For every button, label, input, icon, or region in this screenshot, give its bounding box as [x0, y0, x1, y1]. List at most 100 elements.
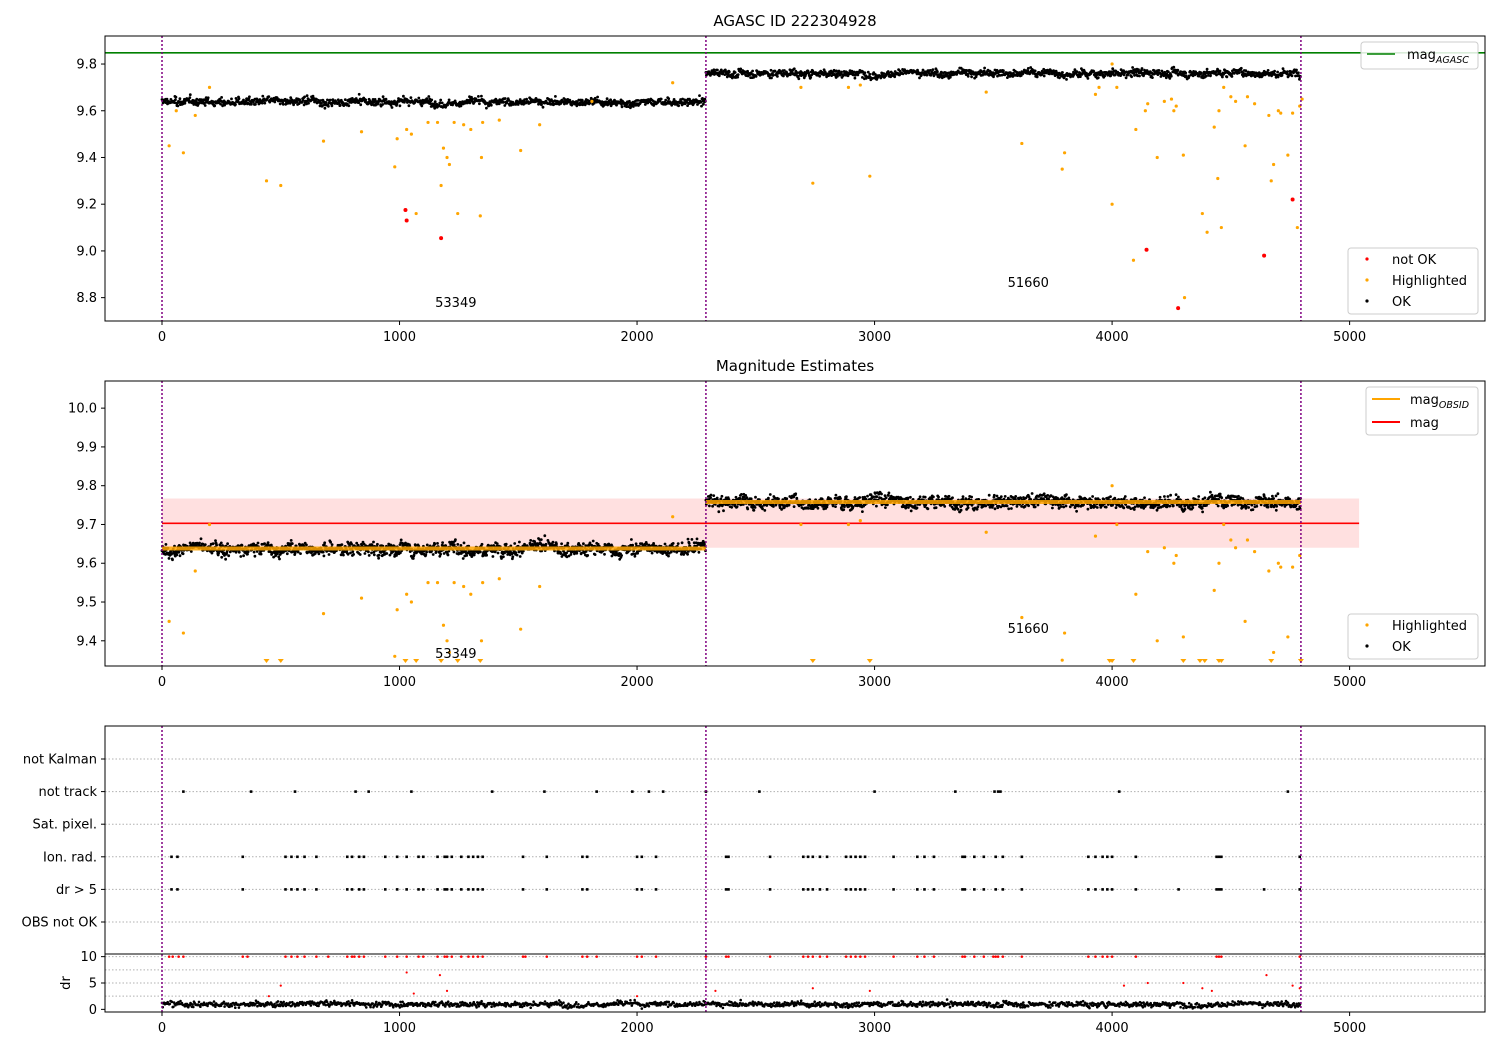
- ok-point: [1065, 493, 1068, 496]
- ok-point: [736, 75, 740, 79]
- ok-point: [446, 553, 450, 557]
- ok-point: [529, 539, 533, 542]
- ok-point: [507, 98, 511, 102]
- ok-point: [1095, 506, 1099, 509]
- panel2-title: Magnitude Estimates: [716, 357, 874, 375]
- ok-point: [708, 504, 711, 508]
- ok-point: [931, 68, 935, 71]
- ok-point: [378, 98, 382, 102]
- ok-point: [656, 101, 660, 104]
- ok-point: [501, 100, 505, 104]
- ok-point: [592, 101, 596, 105]
- ok-point: [164, 543, 168, 546]
- ok-point: [672, 98, 676, 101]
- ok-point: [1064, 504, 1068, 508]
- ok-point: [1091, 495, 1094, 498]
- ok-point: [875, 495, 879, 499]
- ok-point: [364, 98, 368, 102]
- ok-point: [267, 95, 271, 98]
- highlighted-point: [1131, 258, 1136, 262]
- highlighted-point: [1146, 102, 1150, 106]
- ok-point: [376, 542, 379, 546]
- ok-point: [327, 104, 330, 108]
- ok-point: [174, 95, 178, 99]
- ok-point: [1111, 67, 1115, 71]
- ok-point: [363, 552, 367, 555]
- ok-point: [436, 542, 439, 545]
- ok-point: [329, 98, 332, 102]
- ok-point: [999, 495, 1003, 498]
- ok-point: [237, 550, 241, 554]
- ok-point: [843, 505, 846, 509]
- ok-point: [1103, 74, 1107, 78]
- ok-point: [960, 504, 964, 507]
- ok-point: [1006, 76, 1009, 79]
- ok-point: [834, 505, 837, 508]
- ok-point: [1071, 503, 1075, 507]
- ok-point: [417, 96, 421, 100]
- ok-point: [342, 553, 345, 557]
- ok-point: [596, 95, 599, 99]
- ok-point: [433, 542, 437, 546]
- ok-point: [1026, 67, 1030, 70]
- ok-point: [539, 538, 543, 541]
- x-tick-label: 1000: [383, 330, 416, 345]
- ok-point: [323, 106, 327, 110]
- ok-point: [290, 542, 294, 545]
- ok-point: [966, 72, 970, 76]
- highlighted-point: [1269, 179, 1273, 183]
- ok-point: [456, 543, 460, 546]
- ok-point: [1163, 495, 1166, 498]
- ok-point: [1138, 74, 1141, 78]
- ok-point: [845, 495, 848, 498]
- ok-point: [398, 104, 402, 108]
- highlighted-point: [1143, 109, 1147, 113]
- ok-point: [809, 76, 813, 79]
- ok-point: [371, 98, 375, 101]
- ok-point: [702, 102, 705, 106]
- ok-point: [346, 552, 350, 556]
- highlighted-point: [811, 181, 815, 185]
- highlighted-point: [590, 99, 594, 104]
- highlighted-point: [435, 120, 440, 125]
- ok-point: [1131, 66, 1134, 69]
- ok-point: [1033, 69, 1037, 73]
- ok-point: [932, 495, 935, 499]
- ok-point: [834, 493, 838, 497]
- highlighted-point: [393, 165, 397, 169]
- ok-point: [1030, 492, 1034, 495]
- ok-point: [875, 504, 878, 508]
- ok-point: [497, 102, 501, 106]
- highlighted-point: [1217, 109, 1221, 113]
- ok-point: [518, 540, 521, 544]
- ok-point: [511, 555, 515, 559]
- highlighted-point: [441, 146, 446, 150]
- ok-point: [909, 495, 912, 499]
- ok-point: [1075, 70, 1079, 74]
- ok-point: [338, 103, 342, 107]
- ok-point: [181, 552, 185, 556]
- ok-point: [1205, 67, 1209, 71]
- ok-point: [1273, 69, 1276, 73]
- ok-point: [776, 75, 779, 78]
- ok-point: [1132, 508, 1136, 511]
- ok-point: [1114, 506, 1118, 510]
- ok-point: [541, 105, 545, 109]
- highlighted-point: [497, 118, 501, 122]
- ok-point: [932, 74, 936, 78]
- ok-point: [289, 539, 293, 542]
- ok-point: [242, 98, 245, 102]
- highlighted-point: [1200, 211, 1204, 216]
- ok-point: [1113, 496, 1117, 500]
- ok-point: [215, 543, 219, 547]
- ok-point: [176, 104, 180, 108]
- highlighted-point: [1276, 109, 1280, 113]
- ok-point: [1048, 72, 1051, 76]
- ok-point: [1122, 506, 1126, 510]
- y-tick-label: 9.0: [76, 244, 97, 259]
- ok-point: [738, 496, 742, 500]
- highlighted-point: [279, 183, 283, 188]
- ok-point: [399, 538, 403, 542]
- ok-point: [913, 504, 917, 508]
- ok-point: [868, 72, 872, 76]
